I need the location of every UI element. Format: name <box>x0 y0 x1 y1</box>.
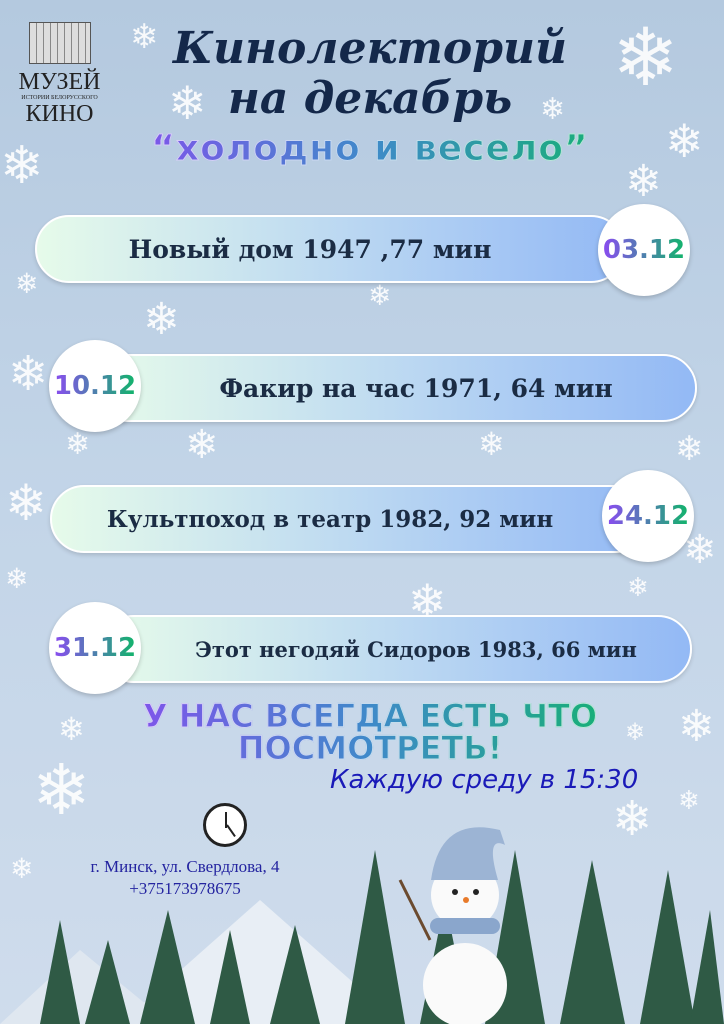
building-icon <box>28 22 91 64</box>
snowflake-icon: ❄ <box>5 562 29 595</box>
logo-line: КИНО <box>25 101 94 127</box>
title-line: на декабрь <box>227 73 513 124</box>
museum-logo: МУЗЕЙ ИСТОРИИ БЕЛОРУССКОГО КИНО <box>12 22 107 126</box>
snowflake-icon: ❄ <box>678 786 700 816</box>
snowflake-icon: ❄ <box>625 156 662 207</box>
snowflake-icon: ❄ <box>185 422 219 468</box>
snowflake-icon: ❄ <box>5 474 47 532</box>
event-date: 10.12 <box>53 371 137 401</box>
mountain <box>120 900 400 1024</box>
snowflake-icon: ❄ <box>143 294 180 345</box>
snowflake-icon: ❄ <box>675 429 704 469</box>
snowflake-icon: ❄ <box>8 346 49 402</box>
event-title: Новый дом 1947 ,77 мин <box>128 234 492 264</box>
snowflake-icon: ❄ <box>168 76 207 130</box>
trees <box>40 850 724 1024</box>
snowflake-icon: ❄ <box>612 11 680 104</box>
snowflake-icon: ❄ <box>65 427 91 462</box>
event-date-badge: 10.12 <box>49 340 141 432</box>
event-banner: Факир на час 1971, 64 мин <box>95 354 697 422</box>
logo-line: ИСТОРИИ БЕЛОРУССКОГО <box>21 95 98 101</box>
poster-subtitle: “холодно и весело” <box>100 128 640 170</box>
contact-info: г. Минск, ул. Свердлова, 4 +375173978675 <box>40 856 330 900</box>
title-line: Кинолекторий <box>172 23 568 74</box>
snowflake-icon: ❄ <box>58 710 85 748</box>
event-date: 03.12 <box>602 235 686 265</box>
snowflake-icon: ❄ <box>10 852 34 885</box>
event-banner: Новый дом 1947 ,77 мин <box>35 215 625 283</box>
event-date-badge: 03.12 <box>598 204 690 296</box>
event-title: Факир на час 1971, 64 мин <box>219 373 613 403</box>
event-title: Этот негодяй Сидоров 1983, 66 мин <box>195 636 637 662</box>
logo-line: МУЗЕЙ <box>18 69 101 95</box>
snowflake-icon: ❄ <box>678 701 715 752</box>
schedule-text: Каждую среду в 15:30 <box>330 765 639 795</box>
slogan-line: У НАС ВСЕГДА ЕСТЬ ЧТО <box>142 697 598 735</box>
snowflake-icon: ❄ <box>478 425 505 463</box>
event-banner: Культпоход в театр 1982, 92 мин <box>50 485 650 553</box>
snowflake-icon: ❄ <box>130 17 159 57</box>
snowflake-icon: ❄ <box>625 720 645 744</box>
snowflake-icon: ❄ <box>627 573 649 603</box>
snowflake-icon: ❄ <box>15 267 39 300</box>
event-date: 31.12 <box>53 633 137 663</box>
phone: +375173978675 <box>129 879 241 898</box>
snowflake-icon: ❄ <box>0 136 44 196</box>
event-title: Культпоход в театр 1982, 92 мин <box>106 505 554 533</box>
address: г. Минск, ул. Свердлова, 4 <box>90 857 280 876</box>
clock-icon <box>203 803 247 847</box>
event-date-badge: 31.12 <box>49 602 141 694</box>
snowman <box>398 827 507 1024</box>
event-date-badge: 24.12 <box>602 470 694 562</box>
poster-title: Кинолекторий на декабрь <box>150 24 590 124</box>
event-date: 24.12 <box>606 501 690 531</box>
winter-scene <box>0 827 724 1024</box>
snowflake-icon: ❄ <box>540 92 566 127</box>
event-banner: Этот негодяй Сидоров 1983, 66 мин <box>100 615 692 683</box>
slogan: У НАС ВСЕГДА ЕСТЬ ЧТО ПОСМОТРЕТЬ! <box>100 697 640 767</box>
snowflake-icon: ❄ <box>368 279 392 312</box>
slogan-line: ПОСМОТРЕТЬ! <box>237 729 503 767</box>
snowflake-icon: ❄ <box>665 114 704 168</box>
snowflake-icon: ❄ <box>32 749 91 831</box>
mountain <box>0 950 170 1024</box>
snowflake-icon: ❄ <box>612 791 653 847</box>
